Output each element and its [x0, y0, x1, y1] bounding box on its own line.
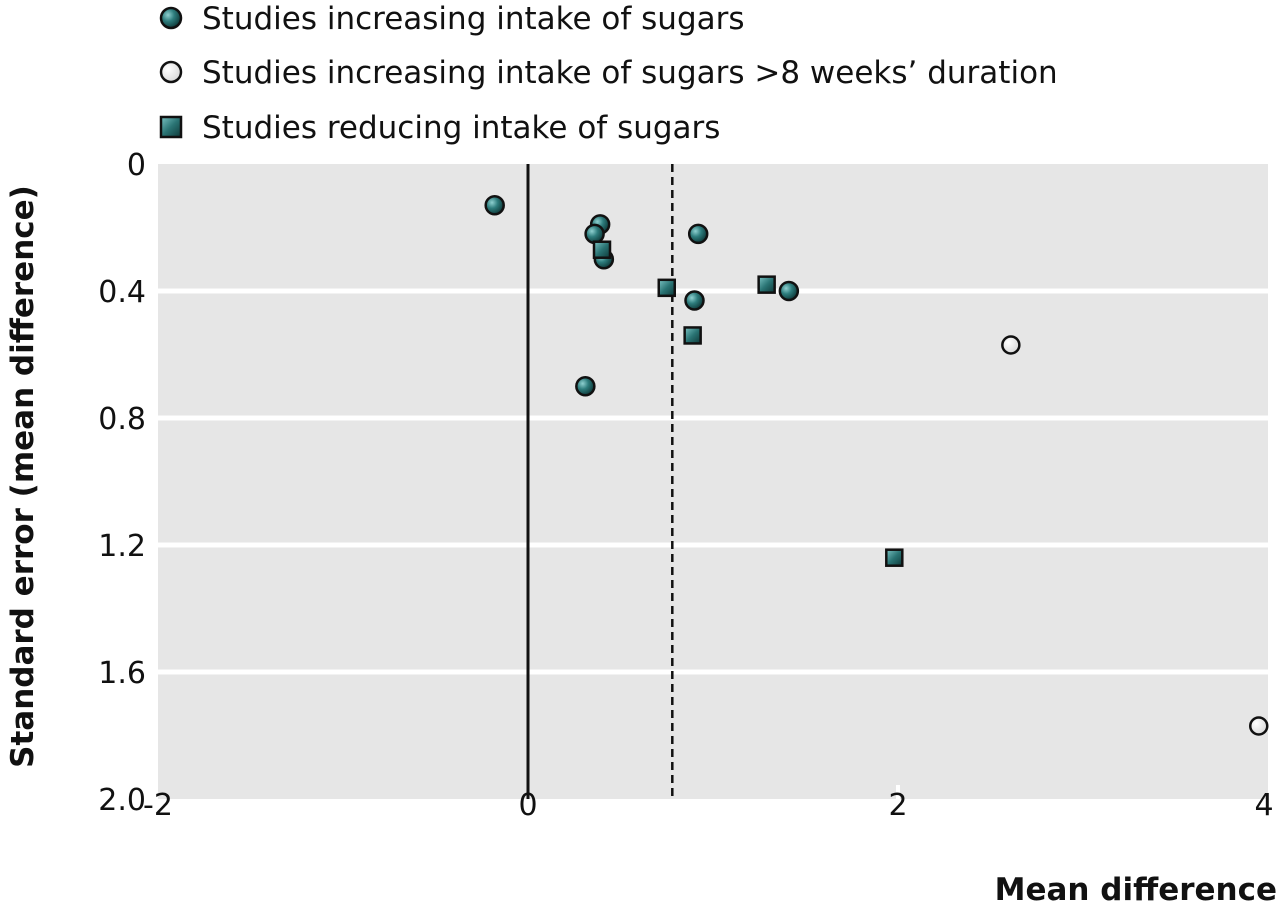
x-tick-label: 0 [518, 788, 537, 823]
x-tick-labels: -2 0 2 4 [143, 788, 1274, 823]
y-tick-label: 2.0 [98, 783, 146, 818]
legend-label-increasing-8-weeks: Studies increasing intake of sugars >8 w… [202, 55, 1058, 91]
y-tick-label: 1.6 [98, 656, 146, 691]
legend-marker-square [159, 115, 183, 139]
data-point-square [657, 278, 676, 298]
data-point-square [757, 275, 776, 294]
x-axis-title: Mean difference [995, 872, 1277, 908]
x-tick-label: 4 [1254, 788, 1273, 823]
y-tick-label: 0.8 [98, 402, 146, 437]
y-tick-label: 0.4 [98, 275, 146, 310]
data-points [484, 195, 1269, 736]
y-axis-title: Standard error (mean difference) [5, 185, 41, 768]
y-tick-label: 1.2 [98, 529, 146, 564]
legend: Studies increasing intake of sugars Stud… [159, 1, 1058, 146]
data-point-filled-circle [684, 290, 705, 311]
data-point-filled-circle [484, 195, 505, 216]
legend-marker-filled-circle [159, 6, 183, 30]
legend-label-increasing: Studies increasing intake of sugars [202, 1, 745, 37]
x-tick-label: -2 [143, 788, 173, 823]
plot-area [158, 164, 1268, 799]
data-point-open-circle [1001, 335, 1021, 355]
data-point-filled-circle [687, 223, 709, 245]
y-tick-label: 0 [127, 148, 146, 183]
data-point-square [592, 240, 612, 259]
gridlines [158, 288, 1268, 799]
x-tick-label: 2 [888, 788, 907, 823]
legend-marker-open-circle [159, 60, 183, 84]
data-point-filled-circle [778, 280, 800, 302]
reference-lines [526, 164, 674, 799]
data-point-square [683, 326, 702, 345]
y-tick-labels: 0 0.4 0.8 1.2 1.6 2.0 [98, 148, 146, 818]
data-point-square [885, 548, 904, 567]
data-point-filled-circle [575, 376, 596, 397]
legend-label-reducing: Studies reducing intake of sugars [202, 110, 720, 146]
data-point-open-circle [1249, 716, 1269, 736]
data-point-filled-circle [584, 223, 605, 245]
